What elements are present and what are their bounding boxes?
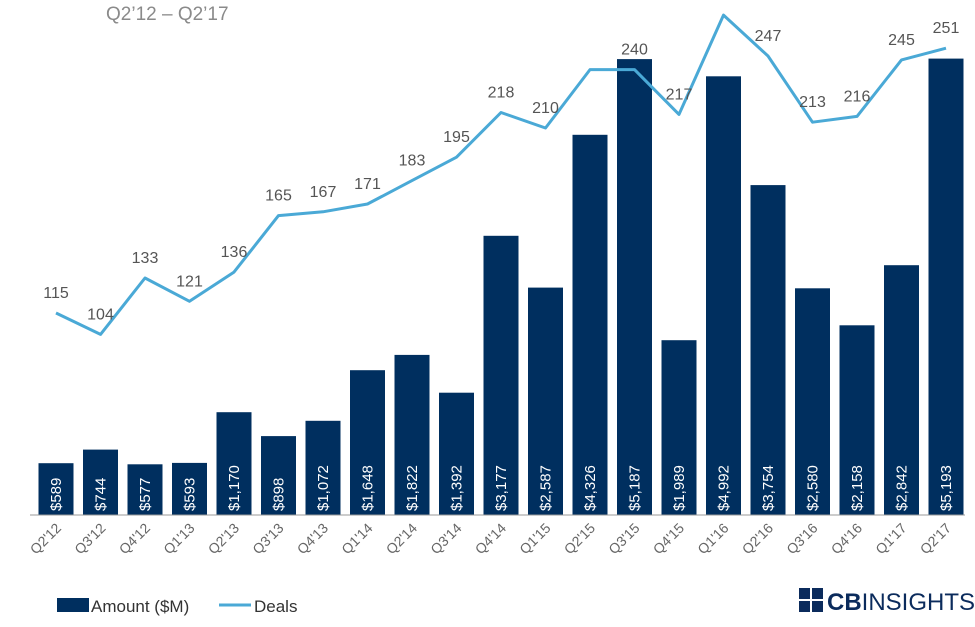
x-tick-label-5: Q3'13 bbox=[249, 520, 287, 558]
deal-value-label-14: 217 bbox=[666, 86, 693, 103]
bar-4 bbox=[216, 412, 252, 515]
bar-20 bbox=[928, 58, 964, 515]
x-tick-label-7: Q1'14 bbox=[338, 520, 376, 558]
bar-7 bbox=[350, 370, 385, 515]
logo-text-light: INSIGHTS bbox=[862, 589, 975, 616]
deal-value-label-15: 268 bbox=[710, 0, 737, 4]
deal-value-label-4: 136 bbox=[221, 244, 248, 261]
legend-label-amount: Amount ($M) bbox=[91, 597, 189, 616]
bar-17 bbox=[795, 288, 830, 515]
deal-value-label-17: 213 bbox=[799, 94, 826, 111]
deal-value-label-7: 171 bbox=[354, 176, 381, 193]
x-tick-label-0: Q2'12 bbox=[27, 520, 65, 558]
bar-6 bbox=[305, 420, 341, 515]
x-tick-label-8: Q2'14 bbox=[383, 520, 421, 558]
logo-text-bold: CB bbox=[827, 589, 862, 616]
bar-value-label-12: $4,326 bbox=[582, 465, 599, 511]
bar-value-label-17: $2,580 bbox=[805, 465, 822, 511]
bar-value-label-13: $5,187 bbox=[627, 465, 644, 511]
logo-text: CBINSIGHTS bbox=[827, 589, 975, 616]
x-tick-label-13: Q3'15 bbox=[605, 520, 643, 558]
deal-value-label-8: 183 bbox=[399, 153, 426, 170]
deal-value-label-5: 165 bbox=[265, 188, 292, 205]
bar-value-label-18: $2,158 bbox=[849, 465, 866, 511]
bar-5 bbox=[261, 436, 296, 515]
x-tick-label-2: Q4'12 bbox=[116, 520, 154, 558]
deals-line-series: 115 104 133 121 136 165 167 171 183 195 218 210 240 2… bbox=[43, 0, 960, 336]
x-tick-label-12: Q2'15 bbox=[561, 520, 599, 558]
bar-0 bbox=[38, 463, 74, 515]
bar-18 bbox=[839, 325, 875, 515]
x-axis: Q2'12 Q3'12 Q4'12 Q1'13 Q2'13 Q3'13 Q4'13 Q1'14… bbox=[27, 520, 955, 558]
x-tick-label-14: Q4'15 bbox=[650, 520, 688, 558]
chart-subtitle: Q2’12 – Q2’17 bbox=[106, 4, 229, 25]
bar-9 bbox=[439, 392, 474, 515]
x-tick-label-4: Q2'13 bbox=[205, 520, 243, 558]
deal-value-label-13: 240 bbox=[621, 42, 648, 59]
legend: Amount ($M) Deals bbox=[57, 597, 297, 616]
x-tick-label-11: Q1'15 bbox=[516, 520, 554, 558]
bar-12 bbox=[572, 134, 608, 516]
bar-value-label-14: $1,989 bbox=[671, 465, 688, 511]
x-tick-label-15: Q1'16 bbox=[694, 520, 732, 558]
bar-series: $589 $744 $577 $593 $1,170 $898 $1,072 $1,648 $1… bbox=[38, 58, 964, 516]
deal-value-label-0: 115 bbox=[43, 285, 69, 302]
bar-value-label-16: $3,754 bbox=[760, 465, 777, 511]
bar-value-label-20: $5,193 bbox=[938, 465, 955, 511]
deal-value-label-10: 218 bbox=[488, 85, 515, 102]
x-tick-label-6: Q4'13 bbox=[294, 520, 332, 558]
bar-value-label-2: $577 bbox=[137, 478, 154, 511]
bar-value-label-8: $1,822 bbox=[404, 465, 421, 511]
bar-value-label-7: $1,648 bbox=[360, 465, 377, 511]
x-tick-label-1: Q3'12 bbox=[71, 520, 109, 558]
bar-1 bbox=[83, 449, 118, 515]
x-tick-label-19: Q1'17 bbox=[872, 520, 910, 558]
x-tick-label-16: Q2'16 bbox=[739, 520, 777, 558]
x-tick-label-10: Q4'14 bbox=[472, 520, 510, 558]
x-tick-label-18: Q4'16 bbox=[828, 520, 866, 558]
cb-insights-logo: CBINSIGHTS bbox=[799, 588, 975, 616]
bar-16 bbox=[750, 185, 786, 515]
deal-value-label-16: 247 bbox=[755, 28, 782, 45]
deal-value-label-3: 121 bbox=[176, 273, 203, 290]
bar-value-label-3: $593 bbox=[182, 478, 199, 511]
bar-10 bbox=[483, 235, 519, 516]
bar-value-label-4: $1,170 bbox=[226, 465, 243, 511]
deal-value-label-18: 216 bbox=[844, 88, 871, 105]
bar-value-label-9: $1,392 bbox=[449, 465, 466, 511]
legend-swatch-amount bbox=[57, 598, 89, 612]
deal-value-label-9: 195 bbox=[443, 129, 470, 146]
legend-label-deals: Deals bbox=[254, 597, 297, 616]
bar-value-label-15: $4,992 bbox=[716, 465, 733, 511]
deal-value-label-2: 133 bbox=[132, 250, 159, 267]
deal-value-label-1: 104 bbox=[87, 306, 114, 323]
bar-value-label-0: $589 bbox=[48, 478, 65, 511]
deal-value-label-20: 251 bbox=[933, 20, 960, 37]
bar-3 bbox=[172, 462, 207, 515]
bar-value-label-6: $1,072 bbox=[315, 465, 332, 511]
x-tick-label-3: Q1'13 bbox=[160, 520, 198, 558]
cb-insights-logo-icon bbox=[799, 588, 823, 612]
x-tick-label-17: Q3'16 bbox=[783, 520, 821, 558]
bar-value-label-5: $898 bbox=[271, 478, 288, 511]
deal-value-label-6: 167 bbox=[310, 184, 337, 201]
bar-15 bbox=[706, 76, 741, 516]
bar-value-label-11: $2,587 bbox=[538, 465, 555, 511]
x-tick-label-20: Q2'17 bbox=[917, 520, 955, 558]
bar-11 bbox=[528, 287, 563, 515]
bar-13 bbox=[617, 59, 652, 515]
bar-19 bbox=[884, 265, 919, 515]
bar-value-label-19: $2,842 bbox=[894, 465, 911, 511]
bar-value-label-1: $744 bbox=[93, 478, 110, 511]
bar-14 bbox=[661, 340, 697, 515]
bar-value-label-10: $3,177 bbox=[493, 465, 510, 511]
x-tick-label-9: Q3'14 bbox=[427, 520, 465, 558]
deal-value-label-11: 210 bbox=[532, 100, 559, 117]
deal-value-label-19: 245 bbox=[888, 32, 915, 49]
bar-2 bbox=[127, 464, 163, 515]
bar-8 bbox=[394, 354, 430, 515]
deals-line bbox=[55, 13, 947, 336]
